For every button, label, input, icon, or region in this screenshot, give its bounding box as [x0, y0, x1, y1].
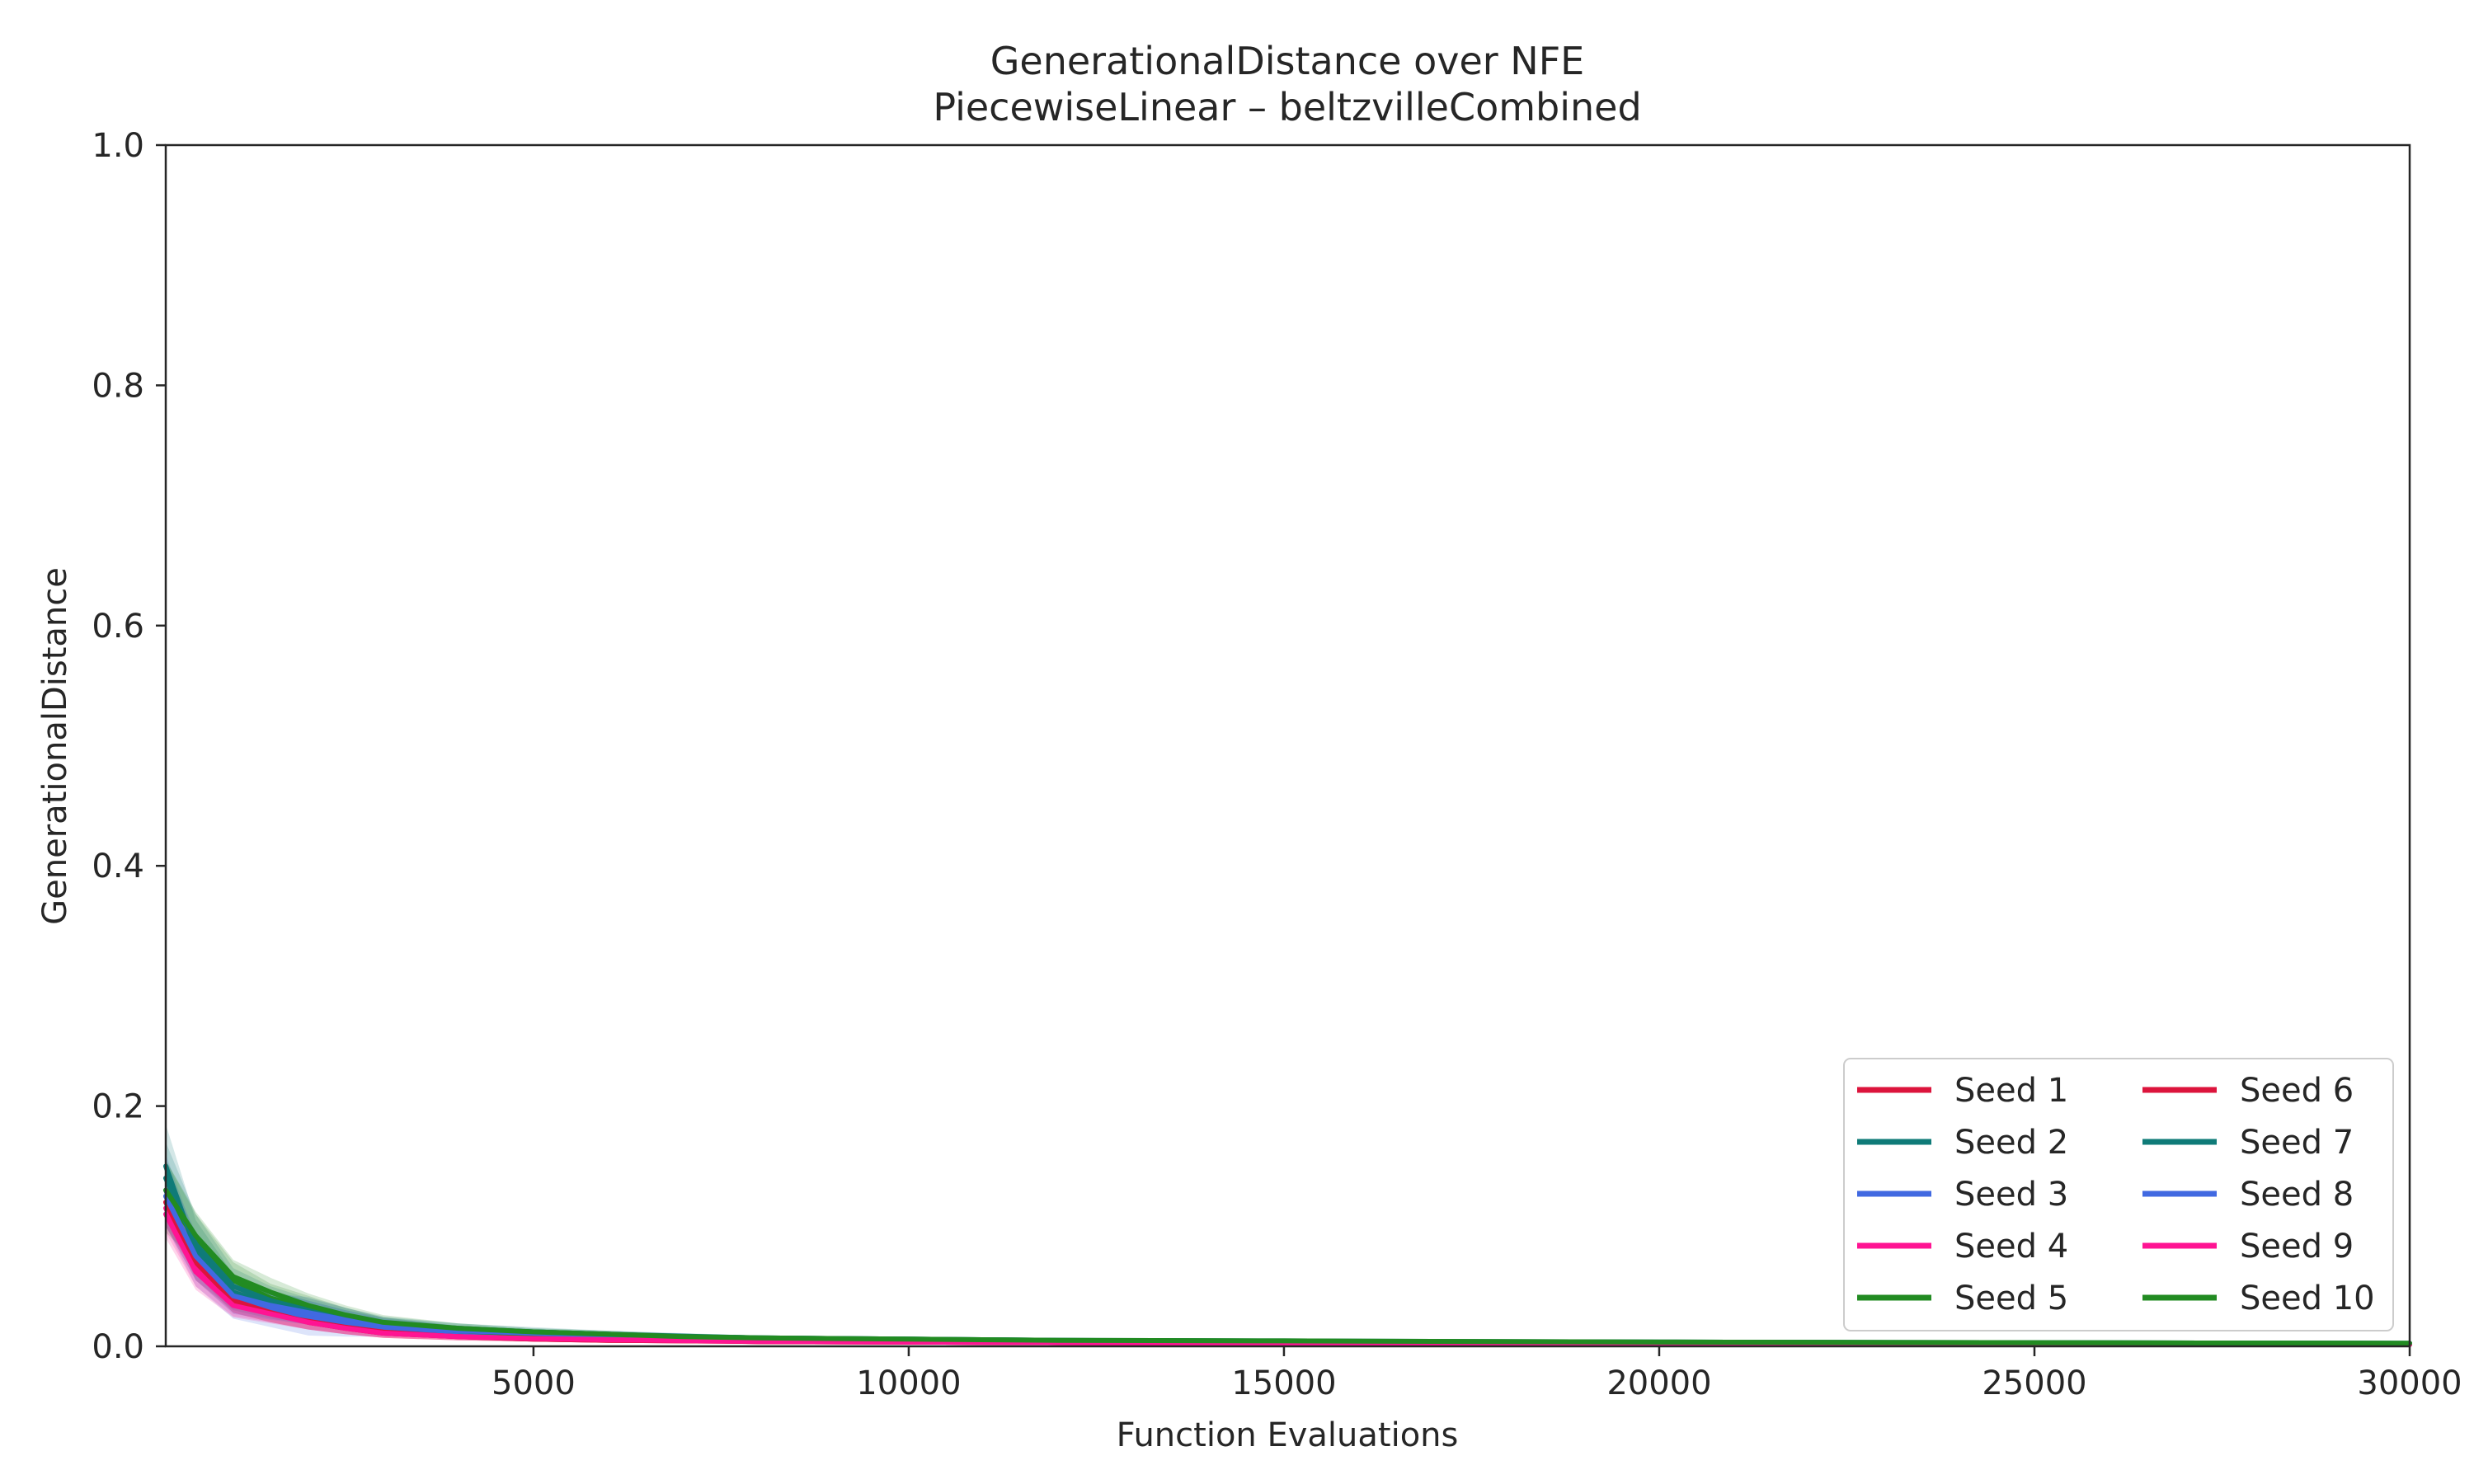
legend-label: Seed 10	[2240, 1280, 2375, 1317]
legend-box	[1843, 1058, 2394, 1331]
y-tick-label: 0.8	[92, 367, 144, 405]
legend-item: Seed 5	[1857, 1280, 2068, 1317]
x-tick-label: 25000	[1982, 1364, 2086, 1402]
x-tick-label: 15000	[1231, 1364, 1336, 1402]
y-tick-label: 0.6	[92, 608, 144, 646]
legend-label: Seed 9	[2240, 1228, 2354, 1266]
plot-frame	[164, 143, 2411, 1348]
legend-label: Seed 5	[1954, 1280, 2068, 1317]
legend-item: Seed 9	[2142, 1228, 2354, 1266]
legend: Seed 1 Seed 2 Seed 3 Seed 4 Seed 5 Seed 6 Seed…	[1843, 1058, 2394, 1331]
legend-item: Seed 3	[1857, 1176, 2068, 1214]
legend-label: Seed 8	[2240, 1176, 2354, 1214]
x-tick-label: 5000	[492, 1364, 576, 1402]
y-tick-label: 0.4	[92, 848, 144, 885]
legend-label: Seed 4	[1954, 1228, 2068, 1266]
y-tick-label: 1.0	[92, 127, 144, 165]
legend-label: Seed 7	[2240, 1124, 2354, 1162]
legend-item: Seed 6	[2142, 1072, 2354, 1110]
legend-item: Seed 4	[1857, 1228, 2068, 1266]
x-tick-label: 10000	[856, 1364, 961, 1402]
legend-label: Seed 1	[1954, 1072, 2068, 1110]
legend-item: Seed 7	[2142, 1124, 2354, 1162]
x-tick-label: 20000	[1606, 1364, 1711, 1402]
legend-item: Seed 1	[1857, 1072, 2068, 1110]
legend-label: Seed 6	[2240, 1072, 2354, 1110]
chart-title: GenerationalDistance over NFE	[990, 39, 1584, 83]
x-axis-label: Function Evaluations	[1117, 1416, 1459, 1454]
legend-item: Seed 8	[2142, 1176, 2354, 1214]
y-axis-ticks: 0.0 0.2 0.4 0.6 0.8 1.0	[92, 127, 166, 1366]
legend-item: Seed 10	[2142, 1280, 2375, 1317]
y-tick-label: 0.0	[92, 1328, 144, 1366]
line-seed-10	[163, 1187, 2412, 1346]
series-lines	[163, 1163, 2412, 1347]
legend-label: Seed 2	[1954, 1124, 2068, 1162]
y-axis-label: GenerationalDistance	[36, 567, 74, 925]
y-tick-label: 0.2	[92, 1088, 144, 1126]
legend-label: Seed 3	[1954, 1176, 2068, 1214]
x-tick-label: 30000	[2357, 1364, 2462, 1402]
x-axis-ticks: 5000 10000 15000 20000 25000 30000	[492, 1346, 2462, 1402]
chart-subtitle: PiecewiseLinear – beltzvilleCombined	[933, 85, 1641, 129]
legend-item: Seed 2	[1857, 1124, 2068, 1162]
